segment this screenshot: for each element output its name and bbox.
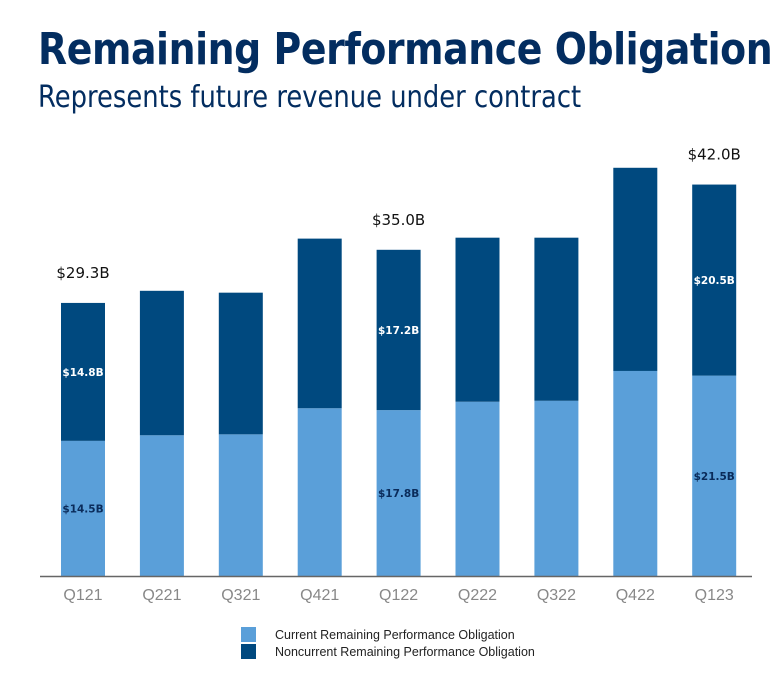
segment-label: $17.8B xyxy=(378,488,419,500)
bar-segment-current-Q222 xyxy=(455,401,500,576)
bar-segment-noncurrent-Q421 xyxy=(297,238,342,409)
segment-label: $20.5B xyxy=(694,275,735,287)
bar-segment-noncurrent-Q122 xyxy=(376,249,421,411)
legend-swatch-current xyxy=(241,627,256,642)
bar-segment-current-Q121 xyxy=(61,440,105,576)
legend-swatch-noncurrent xyxy=(241,644,256,659)
total-label: $29.3B xyxy=(56,264,109,282)
x-tick-label: Q122 xyxy=(379,587,418,604)
x-tick-label: Q322 xyxy=(537,587,576,604)
segment-label: $14.5B xyxy=(62,503,103,515)
x-tick-label: Q222 xyxy=(458,587,497,604)
bar-segment-current-Q122 xyxy=(376,410,421,576)
bar-segment-noncurrent-Q422 xyxy=(613,167,658,371)
legend: Current Remaining Performance Obligation… xyxy=(241,626,535,660)
bar-segment-current-Q422 xyxy=(613,370,658,576)
legend-label-current: Current Remaining Performance Obligation xyxy=(275,627,515,642)
x-tick-label: Q123 xyxy=(695,587,734,604)
chart-subtitle: Represents future revenue under contract xyxy=(38,80,582,115)
segment-label: $14.8B xyxy=(62,367,103,379)
legend-label-noncurrent: Noncurrent Remaining Performance Obligat… xyxy=(275,644,535,659)
bar-segment-noncurrent-Q222 xyxy=(455,237,500,402)
segment-label: $21.5B xyxy=(694,471,735,483)
legend-item-current: Current Remaining Performance Obligation xyxy=(241,626,535,643)
total-label: $42.0B xyxy=(688,146,741,164)
x-tick-label: Q421 xyxy=(300,587,339,604)
segment-label: $17.2B xyxy=(378,325,419,337)
bar-segment-noncurrent-Q123 xyxy=(692,184,737,376)
bar-segment-noncurrent-Q321 xyxy=(218,292,263,435)
bar-segment-noncurrent-Q221 xyxy=(139,290,184,436)
x-tick-label: Q221 xyxy=(142,587,181,604)
x-tick-label: Q121 xyxy=(63,587,102,604)
bar-segment-current-Q322 xyxy=(534,400,579,576)
bar-segment-current-Q123 xyxy=(692,375,737,576)
bar-segment-current-Q421 xyxy=(297,408,342,576)
bar-segment-current-Q321 xyxy=(218,434,263,576)
bar-segment-noncurrent-Q322 xyxy=(534,237,579,401)
total-label: $35.0B xyxy=(372,211,425,229)
bar-segment-noncurrent-Q121 xyxy=(61,302,105,441)
bar-segment-current-Q221 xyxy=(139,435,184,576)
x-tick-label: Q321 xyxy=(221,587,260,604)
x-tick-label: Q422 xyxy=(616,587,655,604)
legend-item-noncurrent: Noncurrent Remaining Performance Obligat… xyxy=(241,643,535,660)
chart-title: Remaining Performance Obligation xyxy=(38,24,773,75)
